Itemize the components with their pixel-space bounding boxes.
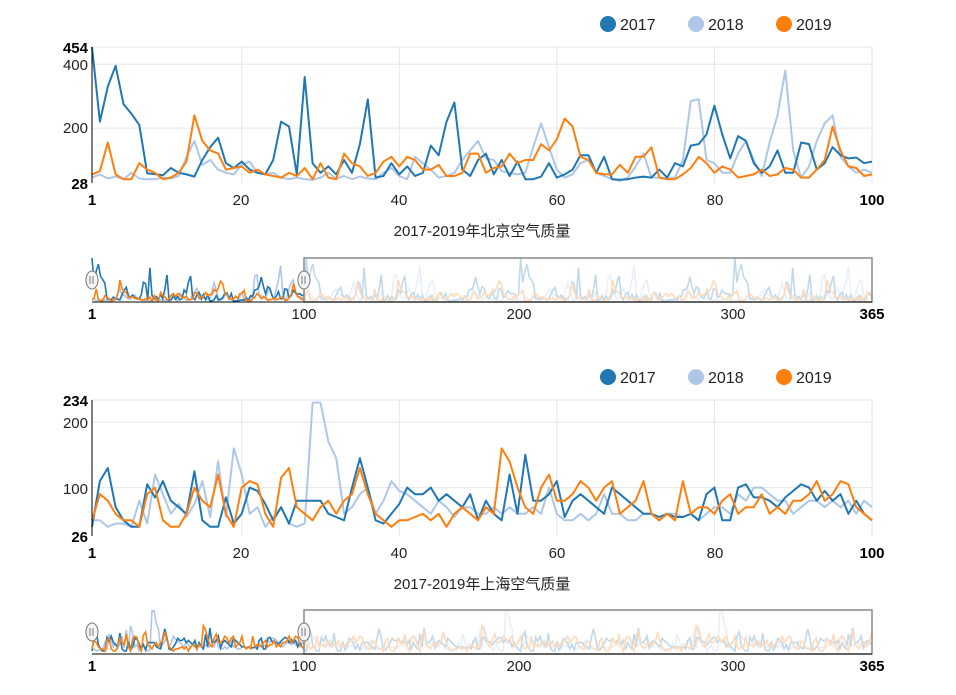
brush-tick-200: 200: [506, 658, 531, 675]
x-tick-100: 100: [859, 545, 884, 562]
legend-item-2019[interactable]: 2019: [776, 369, 832, 387]
legend-swatch-2019: [776, 369, 792, 385]
legend-swatch-2018: [688, 16, 704, 32]
legend-swatch-2017: [600, 16, 616, 32]
x-tick-40: 40: [391, 192, 408, 209]
series-line-2017: [91, 453, 873, 528]
brush-tick-365: 365: [859, 658, 884, 675]
brush-handle-right[interactable]: [297, 622, 311, 642]
y-tick-min: 26: [71, 529, 88, 546]
y-tick-100: 100: [63, 481, 88, 498]
brush-tick-200: 200: [506, 306, 531, 323]
x-tick-1: 1: [88, 545, 96, 562]
x-tick-60: 60: [549, 545, 566, 562]
x-tick-40: 40: [391, 545, 408, 562]
legend-swatch-2017: [600, 369, 616, 385]
shanghai-chart: 2017 2018 2019 234 200 100 26 1 20 40 60…: [63, 369, 885, 675]
brush-handle-left[interactable]: [85, 270, 99, 290]
legend-label-2017: 2017: [620, 370, 656, 387]
legend-label-2019: 2019: [796, 370, 832, 387]
brush-tick-365: 365: [859, 306, 884, 323]
y-tick-200: 200: [63, 415, 88, 432]
legend-item-2017[interactable]: 2017: [600, 16, 656, 34]
brush-tick-300: 300: [720, 658, 745, 675]
brush-tick-100: 100: [291, 306, 316, 323]
series-line-2017: [91, 46, 873, 181]
brush-handle-right[interactable]: [297, 270, 311, 290]
brush-tick-300: 300: [720, 306, 745, 323]
x-tick-80: 80: [707, 192, 724, 209]
beijing-brush-unselected-mask: [304, 258, 872, 302]
y-tick-400: 400: [63, 57, 88, 74]
y-tick-min: 28: [71, 176, 88, 193]
legend-item-2019[interactable]: 2019: [776, 16, 832, 34]
series-line-2019: [91, 447, 873, 528]
x-tick-20: 20: [233, 192, 250, 209]
legend-label-2018: 2018: [708, 17, 744, 34]
beijing-chart: 2017 2018 2019 454 400 200 28 1 20 40 60…: [63, 16, 885, 323]
y-tick-max: 234: [63, 393, 89, 410]
beijing-chart-title: 2017-2019年北京空气质量: [394, 223, 571, 240]
brush-tick-1: 1: [88, 306, 96, 323]
shanghai-legend[interactable]: 2017 2018 2019: [600, 369, 832, 387]
legend-item-2018[interactable]: 2018: [688, 16, 744, 34]
legend-item-2018[interactable]: 2018: [688, 369, 744, 387]
x-tick-80: 80: [707, 545, 724, 562]
legend-label-2017: 2017: [620, 17, 656, 34]
x-tick-1: 1: [88, 192, 96, 209]
legend-swatch-2019: [776, 16, 792, 32]
legend-label-2019: 2019: [796, 17, 832, 34]
y-tick-max: 454: [63, 40, 89, 57]
y-tick-200: 200: [63, 120, 88, 137]
beijing-brush[interactable]: 1 100 200 300 365: [85, 257, 885, 323]
brush-tick-100: 100: [291, 658, 316, 675]
series-line-2019: [91, 114, 873, 181]
x-tick-60: 60: [549, 192, 566, 209]
beijing-gridlines: [92, 46, 873, 183]
brush-handle-left[interactable]: [85, 622, 99, 642]
shanghai-plot-area: [91, 401, 873, 528]
legend-swatch-2018: [688, 369, 704, 385]
legend-item-2017[interactable]: 2017: [600, 369, 656, 387]
legend-label-2018: 2018: [708, 370, 744, 387]
shanghai-brush[interactable]: 1 100 200 300 365: [85, 609, 885, 675]
beijing-plot-area: [91, 46, 873, 182]
x-tick-100: 100: [859, 192, 884, 209]
series-line-2018: [91, 69, 873, 182]
shanghai-chart-title: 2017-2019年上海空气质量: [394, 576, 571, 593]
x-tick-20: 20: [233, 545, 250, 562]
beijing-legend[interactable]: 2017 2018 2019: [600, 16, 832, 34]
brush-tick-1: 1: [88, 658, 96, 675]
shanghai-brush-unselected-mask: [304, 610, 872, 654]
